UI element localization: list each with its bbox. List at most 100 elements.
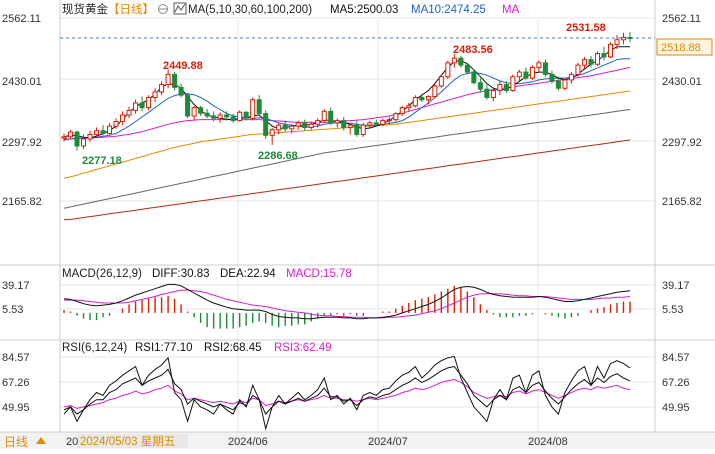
candle-up — [217, 114, 223, 119]
month-label-jul: 2024/07 — [368, 436, 408, 448]
candle-up — [562, 79, 568, 89]
macd-tick-right-1: 5.53 — [662, 304, 683, 316]
price-tick-left-2: 2297.92 — [2, 137, 42, 149]
candle-up — [87, 133, 93, 140]
candle-up — [451, 57, 457, 64]
caret-up-icon — [36, 437, 46, 444]
ma-line-icon[interactable] — [173, 2, 187, 15]
candle-down — [230, 116, 236, 122]
candle-down — [211, 115, 217, 119]
candle-up — [529, 66, 535, 79]
annotation-high-2: 2483.56 — [453, 44, 493, 56]
macd-params: MACD(26,12,9) — [62, 268, 142, 280]
candle-down — [243, 111, 249, 119]
candle-down — [484, 88, 490, 98]
annotation-low-1: 2277.18 — [82, 155, 122, 167]
ma5-line — [63, 46, 630, 139]
rsi2-line — [63, 365, 631, 416]
rsi-tick-left-0: 84.57 — [2, 352, 30, 364]
candle-up — [276, 124, 282, 131]
candle-up — [412, 96, 418, 107]
candle-up — [497, 84, 503, 92]
candle-up — [308, 123, 314, 128]
rsi1-line — [63, 355, 631, 431]
price-tick-left-3: 2165.82 — [2, 196, 42, 208]
candle-up — [165, 73, 171, 86]
candle-up — [367, 122, 373, 126]
candle-up — [399, 107, 405, 115]
candle-down — [464, 64, 470, 73]
candle-up — [438, 76, 444, 87]
cursor-date: 2024/05/03 星期五 — [80, 435, 175, 448]
candle-down — [549, 73, 555, 82]
candle-up — [334, 120, 340, 124]
candle-down — [458, 57, 464, 66]
rsi3-line — [63, 378, 631, 409]
candle-down — [100, 130, 106, 134]
ma10-value: MA10:2474.25 — [411, 4, 486, 16]
rsi-tick-left-2: 49.95 — [2, 402, 30, 414]
candle-up — [295, 122, 301, 127]
macd-tick-right-0: 39.17 — [662, 280, 690, 292]
candle-up — [516, 71, 522, 78]
rsi2-value: RSI2:68.45 — [204, 342, 262, 354]
price-tick-right-0: 2562.11 — [662, 13, 701, 25]
ma100-line — [63, 109, 631, 209]
macd-tick-left-0: 39.17 — [2, 280, 30, 292]
rsi-tick-left-1: 67.26 — [2, 377, 30, 389]
candle-up — [607, 43, 613, 58]
candle-up — [510, 76, 516, 92]
candle-up — [67, 131, 74, 138]
candle-up — [406, 105, 412, 109]
candle-down — [471, 71, 477, 84]
candle-up — [360, 124, 366, 135]
current-price-label: 2518.88 — [661, 42, 701, 54]
candle-up — [620, 36, 627, 41]
candle-up — [113, 120, 119, 127]
month-label-jun: 2024/06 — [228, 436, 268, 448]
candle-up — [191, 107, 197, 117]
candle-down — [302, 122, 308, 128]
ma5-value: MA5:2500.03 — [330, 4, 398, 16]
candle-down — [74, 131, 80, 147]
candle-down — [185, 94, 191, 117]
candle-down — [477, 82, 483, 90]
price-tick-right-2: 2297.92 — [662, 137, 702, 149]
candle-down — [263, 113, 269, 136]
annotation-high-1: 2449.88 — [163, 60, 203, 72]
rsi-tick-right-1: 67.26 — [662, 377, 690, 389]
year-stub: 20 — [66, 436, 78, 448]
macd-histogram-value: MACD:15.78 — [286, 268, 352, 280]
price-tick-left-0: 2562.11 — [2, 13, 41, 25]
ma60-line — [63, 90, 631, 179]
candle-up — [159, 84, 165, 93]
candle-up — [425, 96, 431, 101]
candle-down — [523, 71, 529, 79]
candle-up — [380, 120, 386, 125]
cursor-date-box — [78, 434, 188, 448]
circle-toggle-icon[interactable] — [158, 4, 168, 14]
candle-down — [542, 62, 548, 75]
candle-up — [269, 129, 275, 136]
candle-up — [490, 90, 496, 98]
candle-down — [341, 120, 347, 128]
candle-down — [204, 112, 210, 117]
period-label[interactable]: 【日线】 — [108, 2, 154, 16]
ma200-line — [63, 139, 631, 221]
candle-up — [152, 91, 158, 98]
candle-up — [120, 114, 126, 122]
period-button-label: 日线 — [4, 435, 28, 449]
symbol-title: 现货黄金 — [62, 2, 108, 16]
annotation-high-3: 2531.58 — [566, 22, 606, 34]
candle-up — [594, 53, 600, 65]
candle-up — [315, 120, 321, 125]
candle-up — [386, 119, 392, 122]
month-label-aug: 2024/08 — [528, 436, 568, 448]
macd-diff-line — [63, 283, 631, 320]
rsi3-value: RSI3:62.49 — [274, 342, 332, 354]
period-button[interactable]: 日线 — [2, 434, 50, 449]
ma-more-label[interactable]: MA — [502, 4, 520, 16]
candle-down — [172, 73, 178, 88]
